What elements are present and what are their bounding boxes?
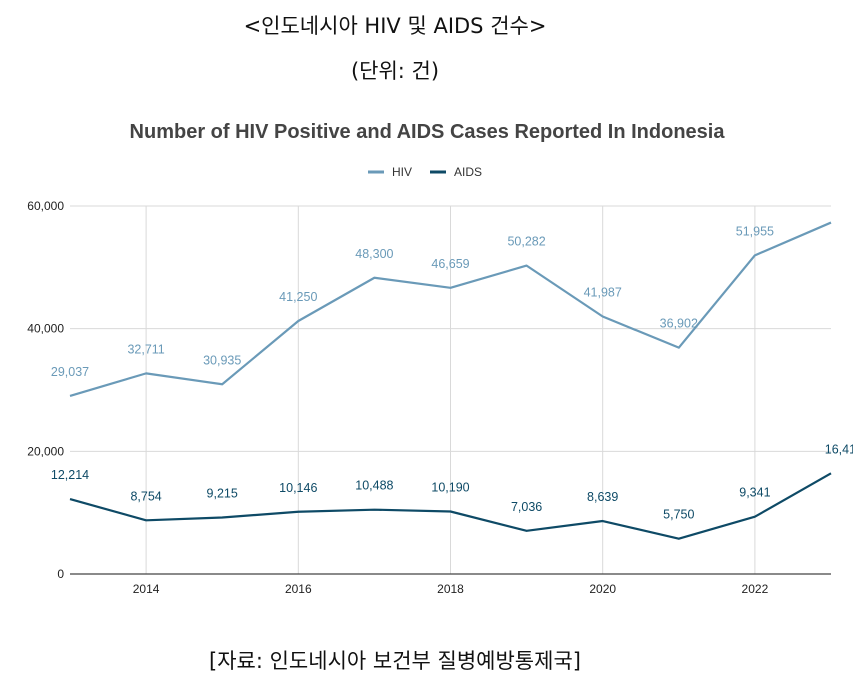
legend-label-aids: AIDS [454, 165, 482, 179]
data-label: 50,282 [507, 235, 545, 249]
y-tick-label: 20,000 [27, 444, 64, 458]
x-tick-label: 2020 [589, 582, 616, 596]
x-tick-label: 2022 [742, 582, 769, 596]
axes: 0 20,000 40,000 60,000 2014 2016 2018 2020 2022 [27, 199, 831, 596]
data-label: 8,754 [130, 489, 161, 503]
data-label: 46,659 [431, 257, 469, 271]
data-label: 9,341 [739, 486, 770, 500]
series-line-hiv [69, 221, 832, 397]
y-tick-label: 40,000 [27, 322, 64, 336]
data-label: 29,037 [51, 365, 89, 379]
data-label: 41,250 [279, 290, 317, 304]
data-label: 8,639 [587, 490, 618, 504]
data-label: 10,190 [431, 481, 469, 495]
data-label: 7,036 [511, 500, 542, 514]
data-label: 12,214 [51, 468, 89, 482]
y-tick-label: 60,000 [27, 199, 64, 213]
series-lines [69, 221, 832, 540]
data-label: 16,410 [825, 442, 853, 456]
legend: HIV AIDS [368, 165, 482, 179]
source-note: [자료: 인도네시아 보건부 질병예방통제국] [209, 649, 581, 673]
page-title: <인도네시아 HIV 및 AIDS 건수> [243, 14, 547, 38]
data-label: 10,488 [355, 479, 393, 493]
x-tick-label: 2018 [437, 582, 464, 596]
data-label: 51,955 [736, 224, 774, 238]
data-label: 10,146 [279, 481, 317, 495]
data-label: 32,711 [127, 342, 164, 356]
y-tick-label: 0 [57, 567, 64, 581]
chart-title: Number of HIV Positive and AIDS Cases Re… [130, 121, 726, 143]
data-label: 30,935 [203, 353, 241, 367]
x-tick-label: 2016 [285, 582, 312, 596]
legend-label-hiv: HIV [392, 165, 412, 179]
data-label: 5,750 [663, 508, 694, 522]
data-labels: 29,037 32,711 30,935 41,250 48,300 46,659 50,2… [51, 224, 853, 521]
data-label: 48,300 [355, 247, 393, 261]
data-label: 36,902 [660, 317, 698, 331]
series-line-aids [69, 472, 832, 540]
data-label: 9,215 [207, 486, 238, 500]
grid [70, 205, 831, 574]
line-chart: Number of HIV Positive and AIDS Cases Re… [27, 121, 853, 596]
data-label: 41,987 [584, 285, 622, 299]
x-tick-label: 2014 [133, 582, 160, 596]
unit-note: (단위: 건) [350, 59, 440, 83]
